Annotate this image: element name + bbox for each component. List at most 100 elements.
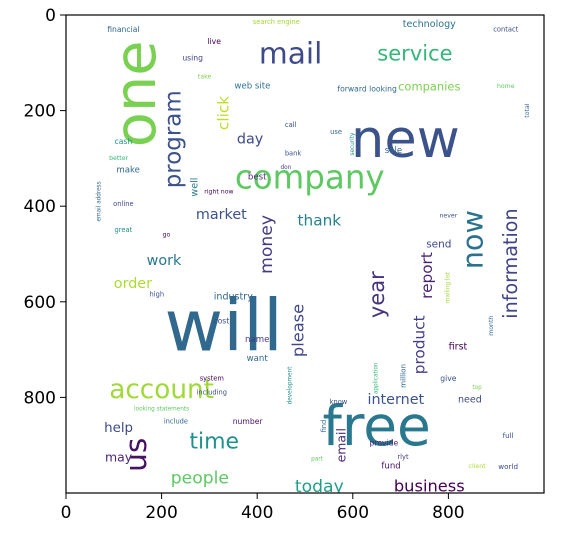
word-now: now (455, 210, 489, 269)
word-work: work (147, 253, 182, 269)
x-tick-label: 0 (61, 503, 72, 523)
word-internet: internet (367, 392, 424, 408)
word-sale: sale (385, 146, 402, 156)
word-people: people (171, 469, 229, 489)
word-companies: companies (398, 80, 460, 94)
x-tick-label: 200 (145, 503, 177, 523)
word-us: us (118, 438, 153, 472)
word-total: total (524, 103, 531, 117)
x-tick-label: 400 (241, 503, 273, 523)
word-please: please (288, 304, 307, 357)
word-contact: contact (493, 25, 518, 33)
word-month: month (488, 316, 495, 336)
word-information: information (499, 208, 522, 318)
word-email-address: email address (96, 181, 102, 221)
word-world: world (498, 462, 518, 471)
word-fund: fund (381, 462, 400, 472)
y-tick-label: 600 (24, 293, 56, 313)
word-don: don (280, 165, 291, 171)
word-product: product (411, 315, 429, 374)
word-need: need (458, 394, 482, 405)
word-go: go (163, 231, 171, 238)
word-forward-looking: forward looking (337, 85, 397, 94)
word-client: client (469, 463, 487, 470)
word-million: million (398, 364, 407, 388)
word-high: high (150, 291, 165, 299)
word-call: call (285, 121, 297, 129)
word-help: help (104, 421, 133, 436)
word-system: system (200, 374, 224, 382)
word-online: online (113, 200, 133, 208)
word-web-site: web site (234, 82, 270, 92)
word-including: including (197, 389, 227, 397)
word-today: today (295, 477, 344, 497)
word-new: new (351, 109, 460, 170)
word-account: account (109, 375, 214, 405)
word-may: may (105, 450, 132, 465)
plot-frame (65, 14, 545, 494)
word-program: program (161, 90, 187, 188)
word-time: time (189, 429, 239, 454)
word-layer: will new free one mail company service now progr… (96, 18, 531, 538)
word-great: great (115, 226, 133, 234)
word-provide: provide (370, 438, 399, 447)
word-part: part (311, 457, 324, 463)
word-access: access (145, 522, 169, 531)
word-one: one (102, 40, 169, 147)
word-want: want (247, 354, 269, 364)
word-customer: customer (111, 493, 145, 502)
word-send: send (426, 238, 451, 250)
y-axis: 0 200 400 600 800 (24, 6, 66, 408)
word-development: development (288, 366, 294, 405)
word-interest: interest (117, 508, 140, 514)
word-security: security (350, 132, 356, 156)
word-home: home (497, 83, 515, 90)
word-service: service (377, 41, 452, 66)
word-using: using (182, 54, 203, 63)
word-looking-statements: looking statements (134, 406, 189, 412)
word-industry: industry (214, 292, 253, 303)
word-never: never (440, 212, 458, 219)
word-mail: mail (259, 36, 322, 71)
word-include: include (164, 417, 188, 425)
word-email: email (333, 428, 348, 462)
word-business: business (394, 476, 465, 495)
word-order: order (114, 276, 152, 292)
word-right-now: right now (204, 188, 233, 195)
y-tick-label: 200 (24, 102, 56, 122)
word-well: well (190, 178, 201, 197)
y-tick-label: 800 (24, 388, 56, 408)
word-best: best (248, 173, 267, 183)
word-make: make (116, 165, 140, 175)
word-technology: technology (403, 19, 456, 30)
word-live: live (207, 37, 221, 46)
word-market: market (196, 207, 247, 223)
word-financial: financial (107, 25, 139, 34)
word-take: take (198, 74, 212, 81)
word-free: free (323, 394, 431, 458)
word-report: report (418, 252, 436, 299)
word-cost: cost (213, 316, 229, 325)
word-full: full (503, 431, 514, 440)
word-click: click (215, 96, 233, 130)
word-search-engine: search engine (253, 18, 300, 26)
word-name: name (245, 335, 269, 345)
word-first: first (449, 342, 468, 353)
word-use: use (330, 128, 342, 136)
word-thank: thank (298, 212, 342, 230)
word-company: company (235, 159, 385, 197)
word-day: day (237, 131, 264, 147)
word-top: top (472, 385, 482, 391)
word-mailing-list: mailing list (445, 271, 451, 303)
word-letter: letter (210, 530, 228, 538)
word-better: better (109, 155, 128, 162)
y-tick-label: 0 (45, 6, 56, 26)
word-year: year (364, 271, 389, 318)
word-find: find (320, 420, 328, 433)
word-know: know (330, 398, 348, 406)
x-tick-label: 800 (432, 503, 464, 523)
x-tick-label: 600 (337, 503, 369, 523)
x-axis: 0 200 400 600 800 (61, 493, 465, 523)
word-cash: cash (115, 137, 133, 146)
